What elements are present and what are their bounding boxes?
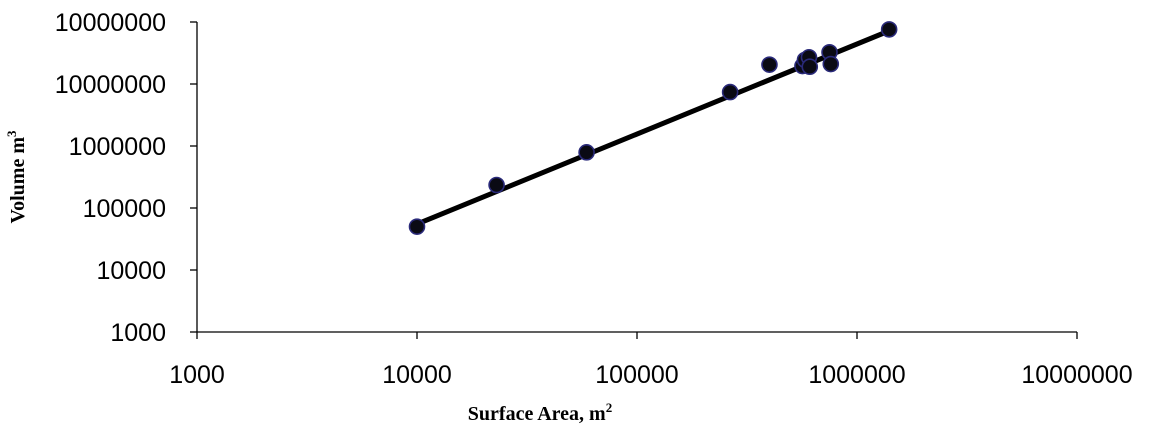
y-tick-label: 100000 <box>83 195 166 223</box>
x-tick-label: 1000000 <box>808 361 905 389</box>
y-tick-label: 10000000 <box>55 71 166 99</box>
y-axis-ticks: 1000 10000 100000 1000000 10000000 10000000 <box>55 9 197 347</box>
data-point <box>761 56 778 73</box>
y-axis-title: Volume m3 <box>4 130 29 223</box>
x-axis-ticks: 1000 10000 100000 1000000 10000000 <box>169 332 1133 389</box>
x-axis-title-text: Surface Area, m <box>468 403 606 425</box>
power-trendline <box>414 28 892 227</box>
data-point <box>721 83 739 101</box>
data-point <box>801 58 819 76</box>
data-point <box>578 144 595 161</box>
x-tick-label: 10000 <box>382 361 452 389</box>
data-point <box>488 176 505 194</box>
y-axis-title-text: Volume m <box>7 137 29 224</box>
x-axis-title: Surface Area, m2 <box>468 400 612 425</box>
x-tick-label: 1000 <box>169 361 225 389</box>
y-tick-label: 1000 <box>110 319 166 347</box>
data-point <box>408 218 426 235</box>
y-axis-title-superscript: 3 <box>4 130 19 137</box>
y-tick-label: 10000 <box>96 257 166 285</box>
data-point <box>880 21 898 38</box>
y-tick-label: 1000000 <box>69 133 166 161</box>
x-tick-label: 100000 <box>595 361 678 389</box>
data-points <box>408 21 898 235</box>
y-tick-label: 10000000 <box>55 9 166 37</box>
x-tick-label: 10000000 <box>1021 361 1132 389</box>
x-axis-title-superscript: 2 <box>606 400 613 415</box>
data-point <box>822 55 840 73</box>
